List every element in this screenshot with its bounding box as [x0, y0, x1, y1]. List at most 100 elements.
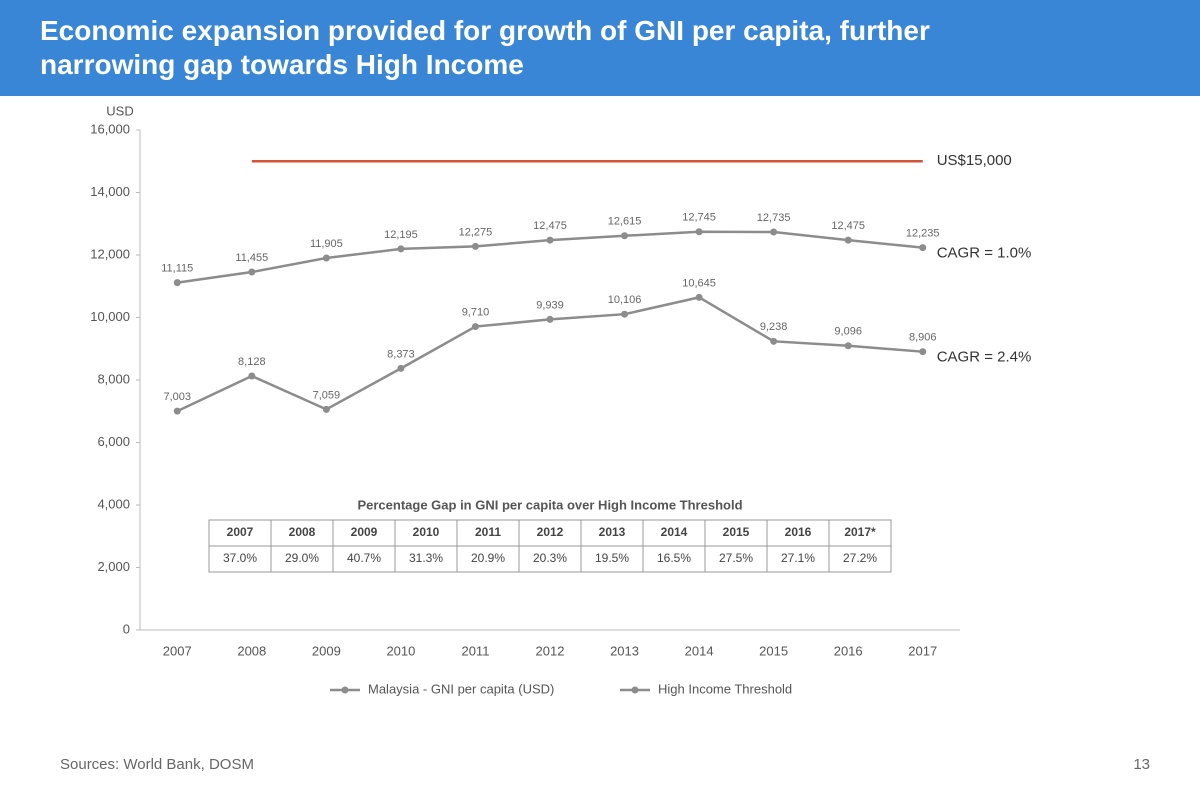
- value-label: 12,475: [831, 220, 865, 232]
- point: [844, 342, 852, 350]
- point: [322, 405, 330, 413]
- table-cell: 27.5%: [719, 551, 753, 565]
- table-cell: 16.5%: [657, 551, 691, 565]
- value-label: 7,059: [313, 389, 341, 401]
- point: [919, 244, 927, 252]
- point: [471, 242, 479, 250]
- value-label: 12,235: [906, 228, 940, 240]
- value-label: 9,939: [536, 299, 564, 311]
- annotation: CAGR = 2.4%: [937, 349, 1032, 366]
- y-tick-label: 2,000: [97, 559, 130, 574]
- value-label: 9,096: [834, 326, 862, 338]
- value-label: 7,003: [164, 391, 192, 403]
- value-label: 12,735: [757, 212, 791, 224]
- table-cell: 29.0%: [285, 551, 319, 565]
- page-number: 13: [1133, 756, 1150, 773]
- table-cell: 27.1%: [781, 551, 815, 565]
- table-header: 2008: [289, 525, 316, 539]
- x-tick-label: 2008: [237, 643, 266, 658]
- series-line: [176, 296, 923, 413]
- table-header: 2016: [785, 525, 812, 539]
- value-label: 9,238: [760, 321, 788, 333]
- point: [770, 337, 778, 345]
- legend-label: High Income Threshold: [658, 681, 792, 696]
- y-tick-label: 8,000: [97, 371, 130, 386]
- value-label: 8,906: [909, 332, 937, 344]
- table-cell: 20.3%: [533, 551, 567, 565]
- chart-title: Economic expansion provided for growth o…: [40, 15, 930, 80]
- point: [844, 236, 852, 244]
- value-label: 11,115: [161, 263, 193, 275]
- value-label: 10,106: [608, 294, 642, 306]
- title-band: [0, 0, 1200, 96]
- y-tick-label: 12,000: [90, 246, 130, 261]
- table-cell: 37.0%: [223, 551, 257, 565]
- legend-marker: [341, 686, 349, 694]
- point: [546, 315, 554, 323]
- value-label: 8,373: [387, 348, 415, 360]
- y-tick-label: 16,000: [90, 121, 130, 136]
- point: [621, 310, 629, 318]
- x-tick-label: 2014: [685, 643, 714, 658]
- x-tick-label: 2016: [834, 643, 863, 658]
- x-tick-label: 2015: [759, 643, 788, 658]
- value-label: 8,128: [238, 356, 266, 368]
- point: [248, 372, 256, 380]
- x-tick-label: 2007: [163, 643, 192, 658]
- point: [173, 279, 181, 287]
- legend-label: Malaysia - GNI per capita (USD): [368, 681, 554, 696]
- point: [770, 228, 778, 236]
- x-tick-label: 2012: [536, 643, 565, 658]
- point: [322, 254, 330, 262]
- value-label: 9,710: [462, 306, 490, 318]
- table-title: Percentage Gap in GNI per capita over Hi…: [357, 497, 742, 512]
- table-cell: 40.7%: [347, 551, 381, 565]
- value-label: 12,475: [533, 220, 567, 232]
- value-label: 12,745: [682, 212, 716, 224]
- point: [919, 348, 927, 356]
- point: [397, 364, 405, 372]
- table-cell: 31.3%: [409, 551, 443, 565]
- value-label: 11,455: [235, 252, 268, 264]
- value-label: 12,195: [384, 229, 418, 241]
- table-header: 2014: [661, 525, 688, 539]
- point: [173, 407, 181, 415]
- x-tick-label: 2013: [610, 643, 639, 658]
- point: [248, 268, 256, 276]
- y-tick-label: 6,000: [97, 434, 130, 449]
- table-cell: 19.5%: [595, 551, 629, 565]
- table-header: 2017*: [844, 525, 876, 539]
- x-tick-label: 2017: [908, 643, 937, 658]
- table-header: 2012: [537, 525, 564, 539]
- y-axis-label: USD: [106, 103, 133, 118]
- table-cell: 27.2%: [843, 551, 877, 565]
- value-label: 12,615: [608, 216, 642, 228]
- x-tick-label: 2010: [386, 643, 415, 658]
- point: [397, 245, 405, 253]
- table-header: 2010: [413, 525, 440, 539]
- y-tick-label: 0: [123, 621, 130, 636]
- legend-marker: [631, 686, 639, 694]
- point: [695, 228, 703, 236]
- point: [621, 232, 629, 240]
- point: [546, 236, 554, 244]
- table-cell: 20.9%: [471, 551, 505, 565]
- table-header: 2007: [227, 525, 254, 539]
- value-label: 12,275: [459, 226, 493, 238]
- y-tick-label: 10,000: [90, 309, 130, 324]
- table-header: 2011: [475, 525, 501, 539]
- x-tick-label: 2011: [461, 643, 489, 658]
- value-label: 11,905: [310, 238, 343, 250]
- x-tick-label: 2009: [312, 643, 341, 658]
- point: [695, 293, 703, 301]
- table-header: 2009: [351, 525, 378, 539]
- table-header: 2013: [599, 525, 626, 539]
- reference-label: US$15,000: [937, 152, 1012, 169]
- value-label: 10,645: [682, 277, 716, 289]
- point: [471, 323, 479, 331]
- y-tick-label: 4,000: [97, 496, 130, 511]
- annotation: CAGR = 1.0%: [937, 245, 1032, 262]
- table-header: 2015: [723, 525, 750, 539]
